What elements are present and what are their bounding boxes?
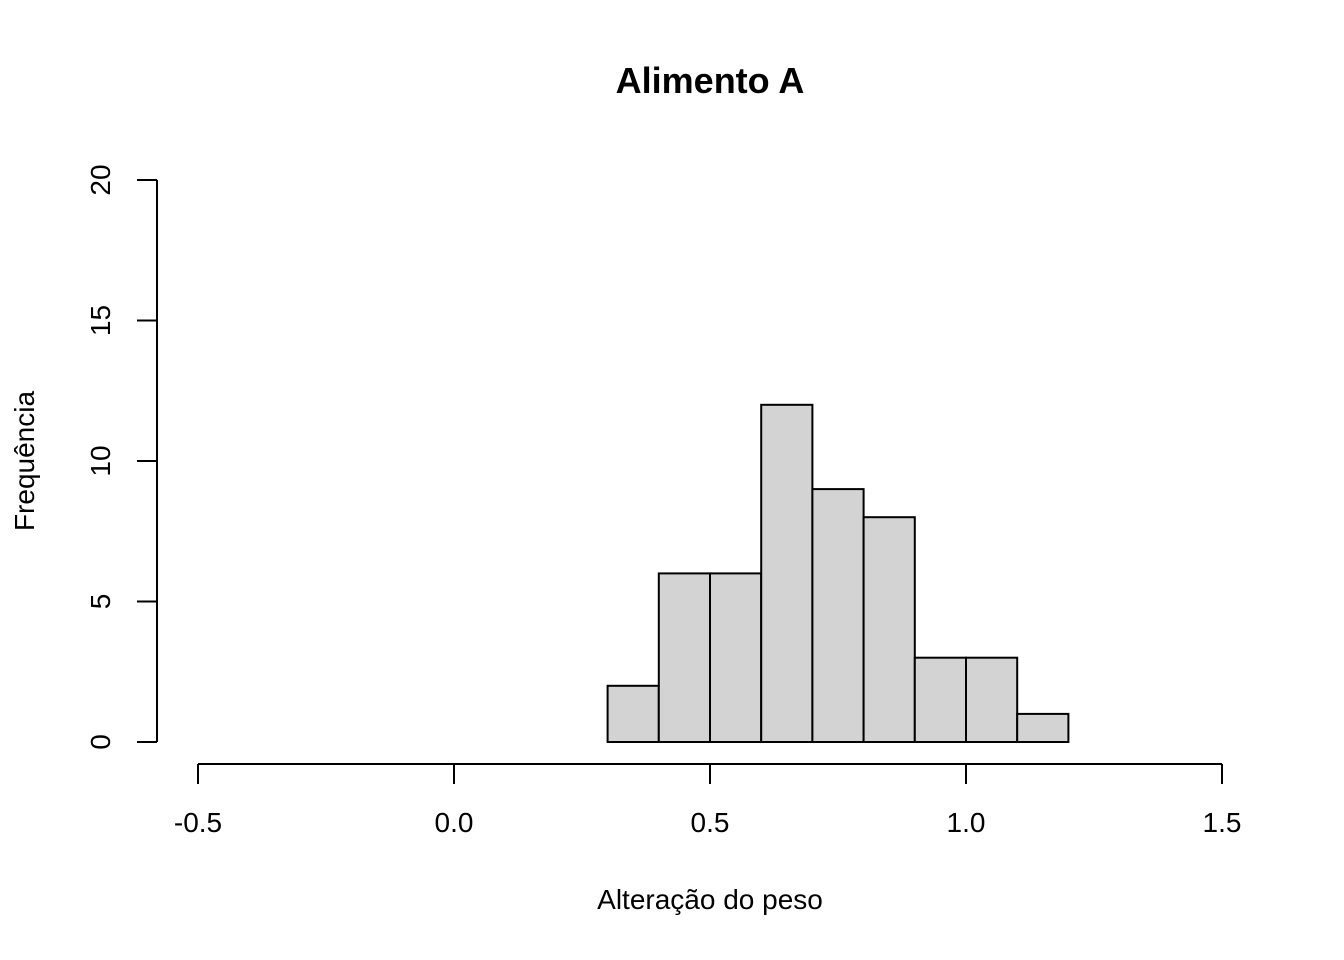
- histogram-bars: [606, 403, 1070, 744]
- y-tick-label: 20: [85, 164, 116, 195]
- y-tick-label: 10: [85, 445, 116, 476]
- histogram-bar: [709, 572, 763, 744]
- x-tick-label: 0.0: [435, 807, 474, 838]
- y-tick-label: 15: [85, 305, 116, 336]
- y-tick-label: 0: [85, 734, 116, 750]
- x-axis: -0.5 0.0 0.5 1.0 1.5: [174, 763, 1242, 838]
- y-axis: 0 5 10 15 20: [85, 164, 158, 750]
- histogram-bar: [965, 656, 1019, 744]
- histogram-bar: [1016, 712, 1070, 744]
- x-tick-label: 1.5: [1203, 807, 1242, 838]
- x-tick-label: 1.0: [947, 807, 986, 838]
- x-axis-title: Alteração do peso: [597, 884, 823, 915]
- histogram-bar: [657, 572, 711, 744]
- y-tick-label: 5: [85, 594, 116, 610]
- y-axis-title: Frequência: [9, 391, 40, 532]
- x-tick-label: -0.5: [174, 807, 222, 838]
- histogram-bar: [606, 684, 660, 743]
- histogram-bar: [913, 656, 967, 744]
- histogram-bar: [811, 488, 865, 743]
- x-tick-label: 0.5: [691, 807, 730, 838]
- chart-title: Alimento A: [616, 60, 805, 101]
- histogram-bar: [862, 516, 916, 744]
- histogram-bar: [760, 403, 814, 743]
